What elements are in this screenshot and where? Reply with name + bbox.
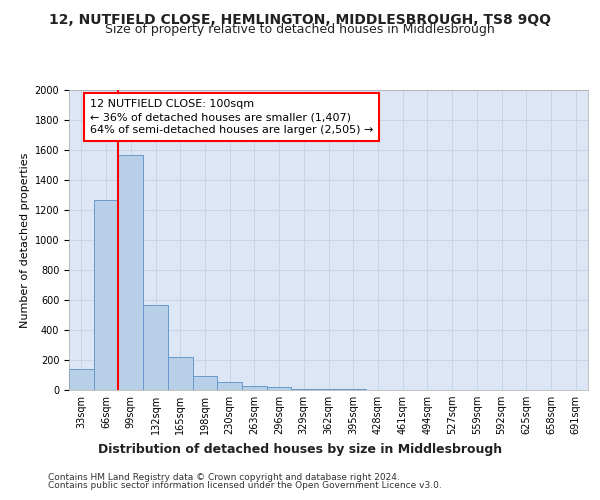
Bar [193,376,217,390]
Text: Contains public sector information licensed under the Open Government Licence v3: Contains public sector information licen… [48,481,442,490]
Text: Contains HM Land Registry data © Crown copyright and database right 2024.: Contains HM Land Registry data © Crown c… [48,472,400,482]
Bar [69,369,94,390]
Bar [168,357,193,390]
Text: Distribution of detached houses by size in Middlesbrough: Distribution of detached houses by size … [98,442,502,456]
Text: Size of property relative to detached houses in Middlesbrough: Size of property relative to detached ho… [105,22,495,36]
Bar [94,200,118,390]
Bar [118,154,143,390]
Y-axis label: Number of detached properties: Number of detached properties [20,152,31,328]
Bar [292,389,316,390]
Bar [217,382,242,390]
Text: 12 NUTFIELD CLOSE: 100sqm
← 36% of detached houses are smaller (1,407)
64% of se: 12 NUTFIELD CLOSE: 100sqm ← 36% of detac… [90,99,373,136]
Bar [267,388,292,390]
Text: 12, NUTFIELD CLOSE, HEMLINGTON, MIDDLESBROUGH, TS8 9QQ: 12, NUTFIELD CLOSE, HEMLINGTON, MIDDLESB… [49,12,551,26]
Bar [143,304,168,390]
Bar [242,386,267,390]
